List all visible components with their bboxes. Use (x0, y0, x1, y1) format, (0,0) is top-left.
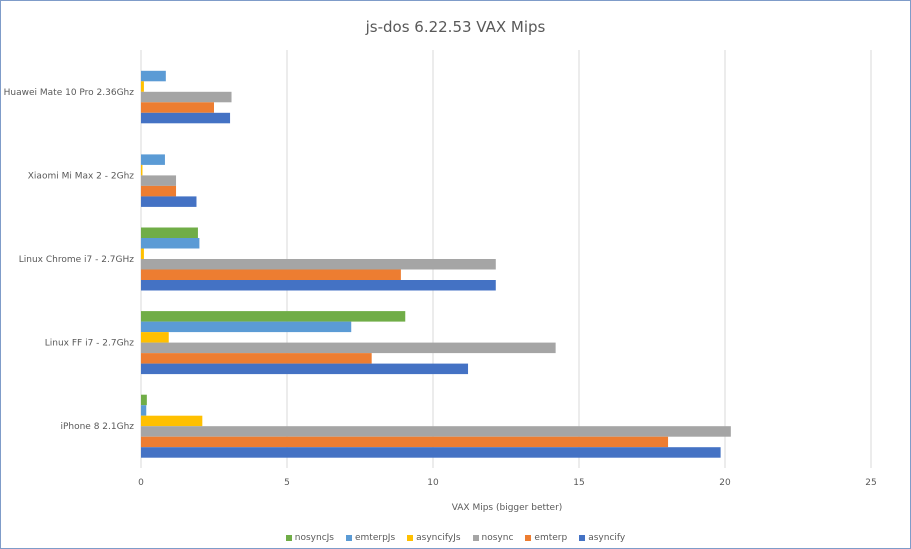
legend-item-emterpJs: emterpJs (346, 533, 395, 543)
bar-emterpJs (141, 154, 165, 165)
y-category-label: iPhone 8 2.1Ghz (60, 422, 134, 432)
bar-emterp (141, 185, 177, 197)
x-tick-label: 10 (427, 478, 439, 488)
chart-title: js-dos 6.22.53 VAX Mips (365, 18, 546, 36)
legend-label: nosync (481, 533, 514, 543)
bar-asyncify (141, 447, 721, 458)
bar-emterp (141, 102, 214, 113)
bar-nosync (141, 259, 496, 270)
legend-item-emterp: emterp (525, 533, 567, 543)
bar-asyncifyJs (141, 415, 203, 427)
bar-nosyncJs (141, 311, 406, 322)
bar-nosyncJs (141, 394, 147, 406)
bar-asyncify (141, 196, 197, 207)
x-tick-label: 20 (719, 478, 731, 488)
y-category-label: Linux FF i7 - 2.7Ghz (45, 339, 135, 349)
x-tick-label: 0 (138, 478, 144, 488)
bar-emterpJs (141, 238, 200, 249)
legend-swatch (525, 535, 532, 541)
bar-emterpJs (141, 70, 166, 82)
legend-label: emterp (534, 533, 568, 543)
legend-swatch (285, 535, 292, 541)
legend-item-nosync: nosync (472, 533, 514, 543)
bar-asyncifyJs (141, 81, 144, 92)
bar-nosync (141, 91, 232, 103)
bar-emterp (141, 269, 401, 280)
y-category-label: Linux Chrome i7 - 2.7GHz (19, 255, 135, 265)
legend-label: emterpJs (355, 533, 396, 543)
legend-label: asyncify (588, 533, 626, 543)
legend-swatch (407, 535, 414, 541)
bar-asyncifyJs (141, 332, 169, 343)
bar-nosync (141, 426, 731, 437)
bar-emterpJs (141, 321, 352, 333)
legend-label: nosyncJs (294, 533, 334, 543)
bar-emterp (141, 436, 669, 448)
legend: nosyncJs emterpJs asyncifyJs nosync emterp as… (0, 533, 911, 543)
bar-nosync (141, 342, 556, 354)
legend-swatch (346, 535, 352, 541)
legend-item-nosyncJs: nosyncJs (285, 533, 334, 543)
y-category-label: Xiaomi Mi Max 2 - 2Ghz (28, 171, 135, 181)
bar-emterp (141, 353, 372, 364)
bar-nosync (141, 175, 177, 186)
x-tick-label: 15 (573, 478, 584, 488)
x-tick-label: 25 (865, 478, 876, 488)
legend-swatch (579, 535, 586, 541)
bar-asyncifyJs (141, 164, 143, 176)
bar-asyncify (141, 112, 231, 124)
y-category-label: Huawei Mate 10 Pro 2.36Ghz (4, 88, 135, 98)
bar-emterpJs (141, 405, 147, 416)
x-axis-label: VAX Mips (bigger better) (452, 503, 563, 513)
bar-asyncify (141, 280, 496, 291)
x-tick-label: 5 (284, 478, 290, 488)
legend-label: asyncifyJs (416, 533, 461, 543)
legend-item-asyncify: asyncify (579, 533, 625, 543)
bar-asyncify (141, 363, 469, 375)
legend-item-asyncifyJs: asyncifyJs (407, 533, 461, 543)
legend-swatch (472, 535, 479, 541)
bar-asyncifyJs (141, 248, 144, 259)
bar-nosyncJs (141, 227, 198, 238)
